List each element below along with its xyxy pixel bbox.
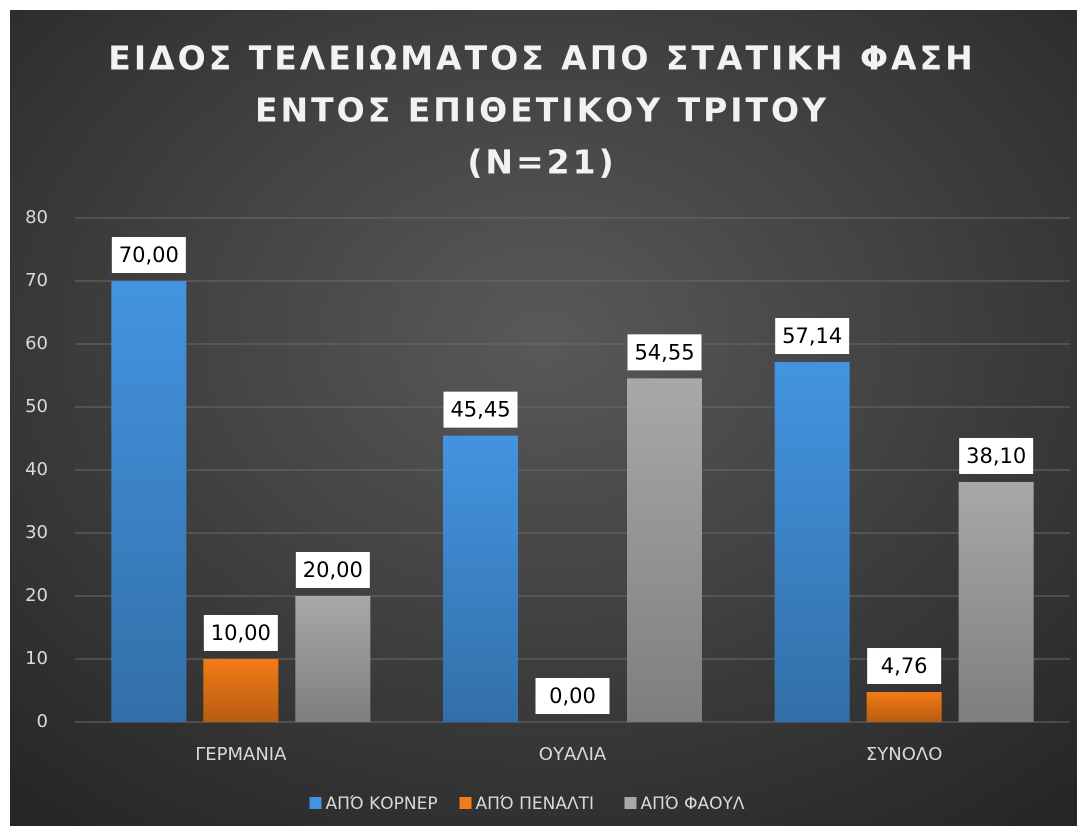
chart-title: (N=21) — [467, 143, 616, 182]
y-tick-label: 20 — [25, 585, 48, 606]
data-label: 45,45 — [450, 398, 510, 422]
data-label-box — [111, 237, 186, 273]
data-label-box — [867, 648, 942, 685]
legend-swatch — [459, 797, 472, 809]
data-label-box — [443, 391, 518, 428]
legend-label: ΑΠΌ ΦΑΟΥΛ — [641, 794, 745, 814]
legend-swatch — [309, 797, 322, 809]
data-label-box — [295, 552, 370, 588]
bar-shade — [774, 362, 850, 722]
data-label-box — [535, 678, 610, 714]
bar-shade — [203, 659, 279, 722]
y-tick-label: 70 — [25, 270, 48, 291]
data-label-box — [775, 318, 850, 355]
bar-shade — [627, 378, 702, 722]
data-label-box — [627, 334, 702, 371]
bar-shade — [958, 481, 1034, 722]
legend-swatch — [624, 797, 637, 809]
data-label: 20,00 — [303, 558, 363, 582]
data-label-box — [203, 615, 278, 651]
bar-shade — [866, 692, 942, 722]
x-tick-label: ΓΕΡΜΑΝΙΑ — [195, 744, 287, 765]
x-tick-label: ΣΥΝΟΛΟ — [866, 744, 942, 765]
data-label: 57,14 — [782, 324, 842, 348]
data-label: 0,00 — [549, 684, 596, 708]
bar-shade — [443, 435, 518, 722]
y-tick-label: 30 — [25, 522, 48, 543]
data-label-box — [959, 437, 1034, 474]
data-label: 10,00 — [211, 621, 271, 645]
legend-label: ΑΠΌ ΚΟΡΝΕΡ — [326, 794, 438, 814]
bar-shade — [295, 596, 371, 722]
legend-label: ΑΠΌ ΠΕΝΑΛΤΙ — [476, 794, 595, 814]
y-tick-label: 50 — [25, 396, 48, 417]
chart-title: ΕΙΔΟΣ ΤΕΛΕΙΩΜΑΤΟΣ ΑΠΟ ΣΤΑΤΙΚΗ ΦΑΣΗ — [108, 39, 975, 78]
y-tick-label: 80 — [25, 207, 48, 228]
y-tick-label: 10 — [25, 648, 48, 669]
data-label: 54,55 — [634, 340, 694, 364]
data-label: 70,00 — [119, 243, 179, 267]
x-tick-label: ΟΥΑΛΙΑ — [539, 744, 607, 765]
data-label: 4,76 — [881, 654, 928, 678]
chart-title: ΕΝΤΟΣ ΕΠΙΘΕΤΙΚΟΥ ΤΡΙΤΟΥ — [255, 91, 829, 130]
data-label: 38,10 — [966, 444, 1026, 468]
y-tick-label: 40 — [25, 459, 48, 480]
bar-shade — [111, 281, 187, 722]
y-tick-label: 60 — [25, 333, 48, 354]
y-tick-label: 0 — [37, 711, 48, 732]
